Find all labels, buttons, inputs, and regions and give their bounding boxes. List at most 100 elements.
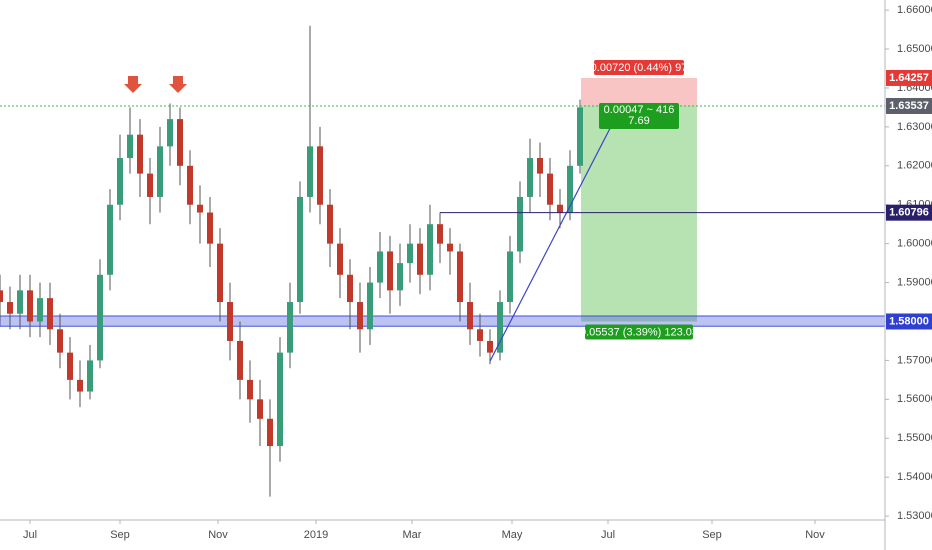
- y-tick-label: 1.65000: [897, 43, 932, 55]
- candle-body: [557, 204, 563, 213]
- candle-body: [97, 274, 103, 361]
- candle-body: [387, 251, 393, 291]
- candle-body: [507, 251, 513, 303]
- stop-label-box: [594, 59, 684, 75]
- candle-body: [487, 340, 493, 353]
- price-label: 1.64257: [889, 72, 929, 84]
- target-label-box: [585, 324, 693, 340]
- candle-body: [297, 196, 303, 303]
- candle-body: [147, 173, 153, 197]
- entry-label-box: [599, 102, 679, 129]
- arrow-marker: [169, 76, 187, 93]
- candle-body: [547, 173, 553, 205]
- y-tick-label: 1.55000: [897, 432, 932, 444]
- candle-body: [57, 329, 63, 353]
- candle-body: [37, 298, 43, 322]
- stop-label: 0.00720 (0.44%) 97: [591, 62, 688, 74]
- candle-body: [447, 243, 453, 252]
- support-zone: [0, 315, 886, 327]
- candle-body: [77, 379, 83, 392]
- y-tick-label: 1.60000: [897, 238, 932, 250]
- entry-label: 0.00047 ~ 416: [604, 104, 675, 116]
- candle-body: [47, 298, 53, 330]
- x-tick-label: 2019: [304, 529, 328, 541]
- y-tick-label: 1.54000: [897, 471, 932, 483]
- candle-body: [177, 119, 183, 166]
- candle-body: [317, 146, 323, 205]
- y-tick-label: 1.66000: [897, 4, 932, 16]
- price-label-box: [886, 97, 932, 114]
- candle-body: [427, 224, 433, 275]
- y-tick-label: 1.53000: [897, 510, 932, 522]
- ratio-label: 7.69: [628, 115, 649, 127]
- x-tick-label: Nov: [208, 529, 228, 541]
- candle-body: [87, 360, 93, 392]
- candle-body: [0, 290, 3, 303]
- candle-body: [327, 204, 333, 244]
- candle-body: [457, 251, 463, 303]
- candle-body: [497, 302, 503, 353]
- candle-body: [217, 243, 223, 303]
- y-tick-label: 1.62000: [897, 160, 932, 172]
- candle-body: [117, 158, 123, 205]
- price-label-box: [886, 69, 932, 86]
- candle-body: [527, 158, 533, 197]
- candle-body: [377, 251, 383, 283]
- x-tick-label: Jul: [23, 529, 37, 541]
- candle-body: [337, 243, 343, 275]
- stop-zone: [581, 77, 697, 106]
- candle-body: [247, 379, 253, 400]
- candle-body: [207, 212, 213, 244]
- x-tick-label: May: [502, 529, 523, 541]
- candle-body: [537, 158, 543, 174]
- candle-body: [257, 399, 263, 419]
- candle-body: [197, 204, 203, 213]
- price-label: 1.58000: [889, 315, 929, 327]
- candle-body: [367, 282, 373, 330]
- y-tick-label: 1.59000: [897, 276, 932, 288]
- candle-body: [277, 352, 283, 447]
- candle-body: [397, 263, 403, 291]
- candle-body: [357, 302, 363, 330]
- candle-body: [187, 165, 193, 205]
- y-tick-label: 1.57000: [897, 354, 932, 366]
- candle-body: [227, 302, 233, 341]
- x-tick-label: Sep: [110, 529, 130, 541]
- price-label-box: [886, 313, 932, 330]
- candle-body: [347, 274, 353, 303]
- candle-body: [407, 243, 413, 264]
- candle-body: [477, 329, 483, 341]
- candle-body: [167, 119, 173, 147]
- trendline: [489, 124, 613, 362]
- candle-body: [67, 352, 73, 380]
- candle-body: [127, 134, 133, 159]
- candle-body: [577, 107, 583, 166]
- x-tick-label: Sep: [702, 529, 722, 541]
- candle-body: [267, 418, 273, 447]
- candle-body: [567, 165, 573, 213]
- arrow-marker: [124, 76, 142, 93]
- price-label-box: [886, 204, 932, 221]
- x-tick-label: Mar: [403, 529, 422, 541]
- candle-body: [307, 146, 313, 197]
- candle-body: [417, 243, 423, 275]
- price-label: 1.60796: [889, 207, 929, 219]
- candle-body: [107, 204, 113, 275]
- candle-body: [27, 290, 33, 322]
- y-tick-label: 1.56000: [897, 393, 932, 405]
- candle-body: [7, 302, 13, 314]
- candle-body: [157, 146, 163, 197]
- price-label: 1.63537: [889, 100, 929, 112]
- target-label: 0.05537 (3.39%) 123.03: [580, 326, 698, 338]
- candle-body: [467, 302, 473, 330]
- x-tick-label: Nov: [805, 529, 825, 541]
- candle-body: [237, 340, 243, 380]
- candle-body: [437, 224, 443, 244]
- candle-body: [517, 196, 523, 252]
- candle-body: [287, 302, 293, 353]
- y-tick-label: 1.63000: [897, 121, 932, 133]
